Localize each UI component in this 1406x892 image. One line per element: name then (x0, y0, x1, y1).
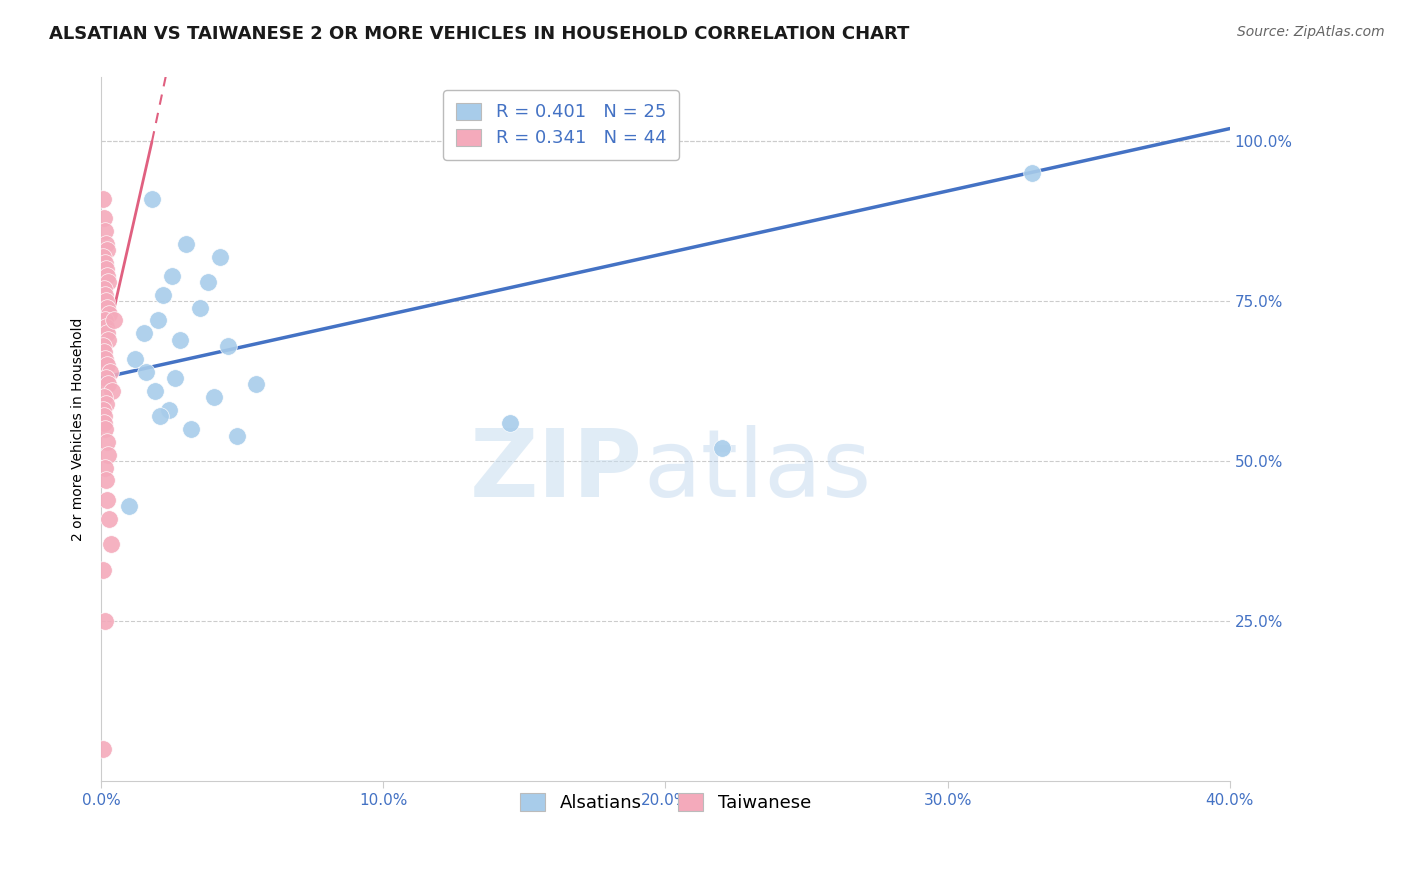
Point (91, 339, 114, 353)
Point (101, 384, 124, 398)
Point (499, 416, 522, 430)
Point (710, 442, 733, 456)
Point (91, 403, 114, 417)
Point (93, 313, 115, 327)
Point (94, 288, 117, 302)
Text: atlas: atlas (643, 425, 872, 517)
Y-axis label: 2 or more Vehicles in Household: 2 or more Vehicles in Household (72, 318, 86, 541)
Point (163, 371, 186, 385)
Point (94, 614, 117, 628)
Point (141, 192, 163, 206)
Point (118, 499, 141, 513)
Point (93, 256, 115, 270)
Point (97, 448, 120, 462)
Legend: Alsatians, Taiwanese: Alsatians, Taiwanese (508, 780, 824, 825)
Point (98, 365, 121, 379)
Point (91, 742, 114, 756)
Point (180, 422, 202, 436)
Point (217, 339, 239, 353)
Point (135, 365, 157, 379)
Point (94, 371, 117, 385)
Point (93, 390, 115, 404)
Point (96, 243, 118, 257)
Point (93, 563, 115, 577)
Point (97, 333, 120, 347)
Point (96, 358, 118, 372)
Point (160, 268, 183, 283)
Point (96, 474, 118, 488)
Point (97, 512, 120, 526)
Point (96, 397, 118, 411)
Point (124, 351, 146, 366)
Point (96, 492, 118, 507)
Point (1021, 166, 1043, 180)
Point (96, 301, 118, 315)
Point (94, 319, 117, 334)
Point (96, 435, 118, 450)
Point (188, 301, 211, 315)
Point (152, 288, 174, 302)
Point (91, 192, 114, 206)
Text: Source: ZipAtlas.com: Source: ZipAtlas.com (1237, 25, 1385, 39)
Point (94, 422, 117, 436)
Point (96, 268, 118, 283)
Point (94, 460, 117, 475)
Text: ZIP: ZIP (470, 425, 643, 517)
Point (98, 307, 121, 321)
Point (96, 294, 118, 309)
Point (97, 377, 120, 392)
Point (208, 250, 231, 264)
Point (100, 537, 122, 551)
Text: ALSATIAN VS TAIWANESE 2 OR MORE VEHICLES IN HOUSEHOLD CORRELATION CHART: ALSATIAN VS TAIWANESE 2 OR MORE VEHICLES… (49, 25, 910, 43)
Point (93, 409, 115, 424)
Point (94, 262, 117, 277)
Point (225, 428, 247, 442)
Point (93, 416, 115, 430)
Point (94, 224, 117, 238)
Point (132, 326, 155, 341)
Point (103, 313, 125, 327)
Point (93, 345, 115, 359)
Point (202, 390, 225, 404)
Point (245, 377, 267, 392)
Point (93, 281, 115, 295)
Point (174, 236, 197, 251)
Point (96, 326, 118, 341)
Point (149, 409, 172, 424)
Point (97, 275, 120, 289)
Point (93, 250, 115, 264)
Point (94, 351, 117, 366)
Point (93, 211, 115, 226)
Point (197, 275, 219, 289)
Point (146, 313, 169, 327)
Point (157, 403, 180, 417)
Point (169, 333, 191, 347)
Point (143, 384, 166, 398)
Point (96, 236, 118, 251)
